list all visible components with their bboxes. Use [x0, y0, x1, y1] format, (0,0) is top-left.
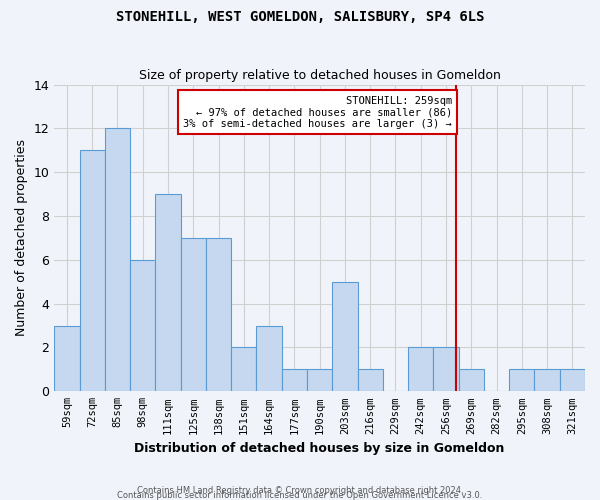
Bar — [433, 348, 458, 392]
Text: STONEHILL: 259sqm
← 97% of detached houses are smaller (86)
3% of semi-detached : STONEHILL: 259sqm ← 97% of detached hous… — [183, 96, 452, 128]
Bar — [256, 326, 282, 392]
Bar — [332, 282, 358, 392]
Bar — [509, 370, 535, 392]
Bar — [282, 370, 307, 392]
Bar — [155, 194, 181, 392]
Bar — [307, 370, 332, 392]
Bar — [231, 348, 256, 392]
Text: Contains public sector information licensed under the Open Government Licence v3: Contains public sector information licen… — [118, 491, 482, 500]
Bar — [535, 370, 560, 392]
Text: Contains HM Land Registry data © Crown copyright and database right 2024.: Contains HM Land Registry data © Crown c… — [137, 486, 463, 495]
Bar — [54, 326, 80, 392]
Bar — [80, 150, 105, 392]
Bar — [408, 348, 433, 392]
Bar — [358, 370, 383, 392]
Bar — [206, 238, 231, 392]
X-axis label: Distribution of detached houses by size in Gomeldon: Distribution of detached houses by size … — [134, 442, 505, 455]
Bar — [130, 260, 155, 392]
Title: Size of property relative to detached houses in Gomeldon: Size of property relative to detached ho… — [139, 69, 500, 82]
Bar — [458, 370, 484, 392]
Bar — [181, 238, 206, 392]
Text: STONEHILL, WEST GOMELDON, SALISBURY, SP4 6LS: STONEHILL, WEST GOMELDON, SALISBURY, SP4… — [116, 10, 484, 24]
Bar — [560, 370, 585, 392]
Y-axis label: Number of detached properties: Number of detached properties — [15, 140, 28, 336]
Bar — [105, 128, 130, 392]
